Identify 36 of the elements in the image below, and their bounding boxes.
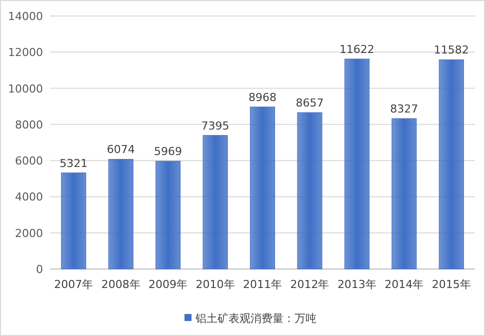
x-tick-label: 2010年 — [196, 278, 235, 291]
y-tick-label: 6000 — [15, 154, 43, 168]
data-label: 6074 — [106, 143, 135, 156]
y-tick-label: 14000 — [8, 10, 43, 23]
bar — [202, 135, 228, 270]
legend-label: 铝土矿表观消费量：万吨 — [194, 312, 316, 325]
y-tick-label: 4000 — [15, 190, 43, 204]
x-tick-label: 2011年 — [243, 278, 282, 291]
x-tick-label: 2012年 — [290, 278, 330, 291]
bar — [297, 112, 322, 270]
x-tick-label: 2008年 — [101, 278, 140, 291]
bar — [344, 58, 370, 270]
y-tick-label: 12000 — [8, 46, 43, 60]
x-tick-label: 2014年 — [384, 278, 424, 291]
bar — [250, 106, 276, 270]
y-tick-label: 8000 — [15, 118, 43, 132]
bar — [108, 158, 134, 270]
y-tick-label: 10000 — [8, 82, 43, 96]
data-label: 11582 — [434, 44, 469, 57]
bar — [438, 59, 464, 270]
x-tick-label: 2013年 — [337, 278, 376, 291]
bar — [156, 160, 181, 270]
data-label: 7395 — [201, 119, 230, 132]
data-label: 8657 — [296, 96, 324, 110]
y-tick-label: 0 — [36, 263, 43, 276]
x-tick-label: 2007年 — [54, 278, 94, 291]
x-tick-label: 2009年 — [148, 278, 188, 291]
y-tick-label: 2000 — [15, 226, 43, 240]
bar — [61, 172, 86, 270]
data-label: 8327 — [390, 102, 418, 116]
data-label: 8968 — [248, 90, 276, 104]
data-label: 5321 — [60, 156, 88, 170]
x-tick-label: 2015年 — [432, 278, 471, 291]
data-label: 5969 — [154, 145, 182, 158]
bar — [392, 118, 417, 270]
data-label: 11622 — [339, 42, 374, 56]
